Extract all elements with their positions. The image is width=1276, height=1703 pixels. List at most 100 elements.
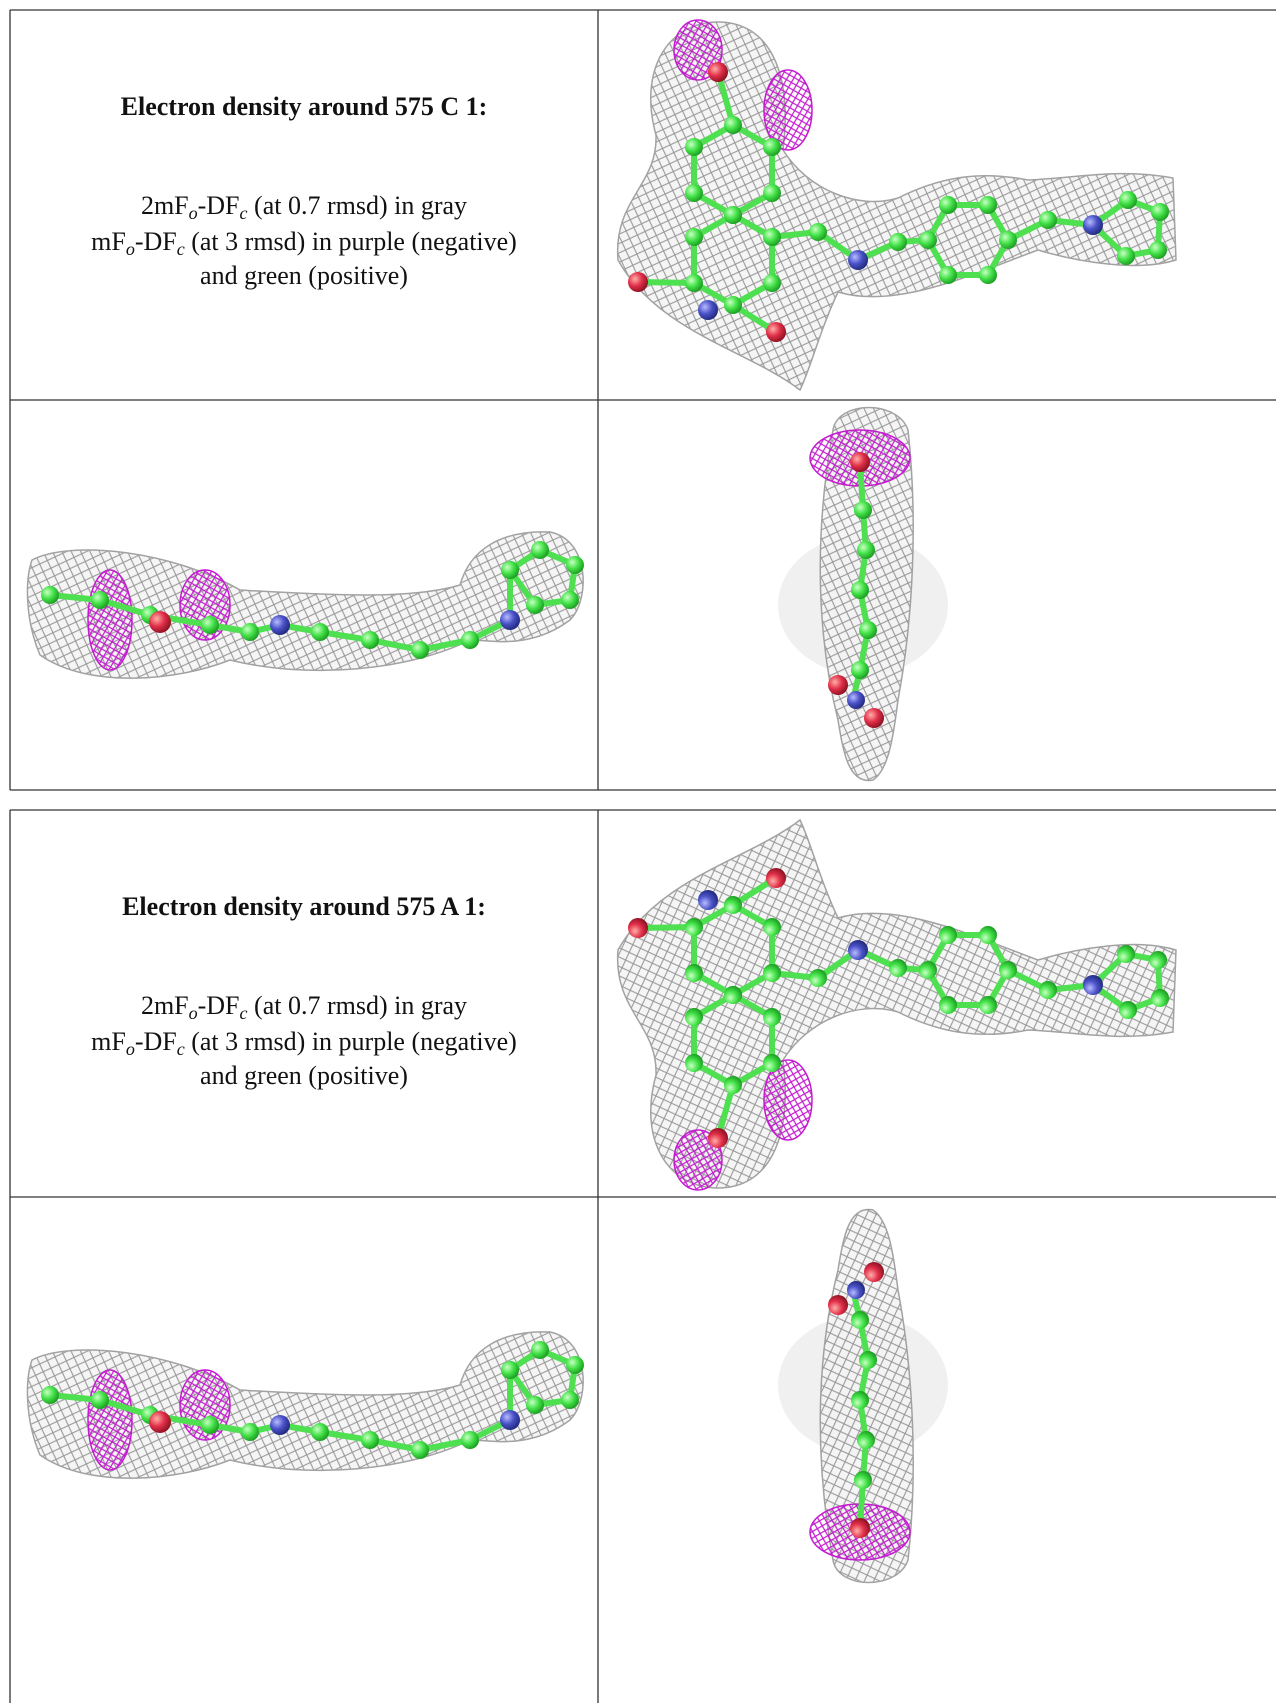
atom (91, 1391, 109, 1409)
atom (201, 1416, 219, 1434)
side-view (27, 1332, 584, 1478)
atom (526, 1396, 544, 1414)
atom (561, 1391, 579, 1409)
atom (270, 615, 290, 635)
atom (939, 266, 957, 284)
atom (919, 231, 937, 249)
atom (999, 231, 1017, 249)
atom (685, 1054, 703, 1072)
atom (685, 228, 703, 246)
text-run: 2mF (141, 191, 189, 220)
negative-density (764, 1060, 812, 1140)
atom (566, 556, 584, 574)
text-run: and green (positive) (200, 1061, 408, 1090)
atom (1083, 215, 1103, 235)
subscript: c (240, 203, 248, 223)
atom (149, 1411, 171, 1433)
atom (501, 1361, 519, 1379)
atom (241, 1423, 259, 1441)
end-view (778, 408, 948, 781)
atom (41, 1386, 59, 1404)
atom (854, 1471, 872, 1489)
atom (857, 541, 875, 559)
atom (809, 223, 827, 241)
atom (724, 986, 742, 1004)
atom (361, 1431, 379, 1449)
subscript: c (240, 1003, 248, 1023)
atom (763, 138, 781, 156)
atom (851, 1391, 869, 1409)
atom (724, 896, 742, 914)
text-run: (at 0.7 rmsd) in gray (248, 991, 468, 1020)
caption-line: and green (positive) (200, 261, 408, 290)
subscript: o (126, 239, 135, 259)
atom (1149, 951, 1167, 969)
atom (939, 996, 957, 1014)
atom (685, 918, 703, 936)
caption-title: Electron density around 575 A 1: (122, 892, 486, 921)
atom (526, 596, 544, 614)
atom (851, 581, 869, 599)
atom (685, 274, 703, 292)
atom (850, 452, 870, 472)
atom (698, 300, 718, 320)
atom (566, 1356, 584, 1374)
text-run: (at 3 rmsd) in purple (negative) (185, 227, 517, 256)
subscript: c (177, 239, 185, 259)
atom (854, 501, 872, 519)
atom (1117, 247, 1135, 265)
subscript: o (126, 1039, 135, 1059)
atom (851, 1311, 869, 1329)
atom (939, 926, 957, 944)
caption-title: Electron density around 575 C 1: (121, 92, 488, 121)
text-run: mF (91, 1027, 126, 1056)
atom (241, 623, 259, 641)
atom (763, 1008, 781, 1026)
atom (851, 661, 869, 679)
atom (763, 964, 781, 982)
caption-line: 2mFo-DFc (at 0.7 rmsd) in gray (141, 191, 467, 223)
subscript: o (189, 203, 198, 223)
atom (809, 969, 827, 987)
side-view (27, 532, 584, 678)
atom (864, 708, 884, 728)
negative-density (88, 1370, 132, 1470)
atom (859, 621, 877, 639)
atom (461, 631, 479, 649)
caption-line: 2mFo-DFc (at 0.7 rmsd) in gray (141, 991, 467, 1023)
atom (685, 964, 703, 982)
atom (411, 1441, 429, 1459)
atom (850, 1518, 870, 1538)
atom (766, 868, 786, 888)
text-run: and green (positive) (200, 261, 408, 290)
atom (979, 996, 997, 1014)
text-run: -DF (198, 991, 240, 1020)
atom (857, 1431, 875, 1449)
atom (270, 1415, 290, 1435)
atom (531, 541, 549, 559)
atom (889, 233, 907, 251)
atom (979, 266, 997, 284)
atom (724, 1076, 742, 1094)
caption-line: and green (positive) (200, 1061, 408, 1090)
atom (685, 1008, 703, 1026)
atom (411, 641, 429, 659)
atom (1039, 981, 1057, 999)
atom (149, 611, 171, 633)
atom (500, 610, 520, 630)
atom (724, 206, 742, 224)
figure: Electron density around 575 C 1:2mFo-DFc… (0, 0, 1276, 1703)
atom (41, 586, 59, 604)
atom (361, 631, 379, 649)
atom (847, 1281, 865, 1299)
text-run: -DF (198, 191, 240, 220)
atom (685, 184, 703, 202)
text-run: -DF (135, 227, 177, 256)
end-view (778, 1210, 948, 1583)
atom (91, 591, 109, 609)
atom (698, 890, 718, 910)
caption-line: mFo-DFc (at 3 rmsd) in purple (negative) (91, 1027, 517, 1059)
text-run: (at 3 rmsd) in purple (negative) (185, 1027, 517, 1056)
atom (1119, 1001, 1137, 1019)
text-run: -DF (135, 1027, 177, 1056)
